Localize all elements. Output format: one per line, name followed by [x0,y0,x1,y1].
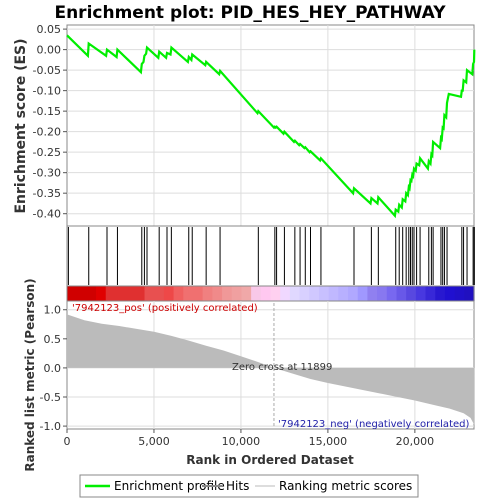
color-bar-segment [425,286,436,301]
color-bar-segment [464,286,475,301]
color-bar-segment [406,286,417,301]
color-bar-segment [231,286,243,301]
es-y-tick-label: -0.25 [33,146,61,159]
x-tick-label: 0 [64,435,71,448]
x-axis-label: Rank in Ordered Dataset [186,453,354,467]
color-bar-segment [338,286,349,301]
color-bar-segment [86,286,97,301]
color-bar-segment [134,286,146,301]
color-bar-segment [260,286,272,301]
color-bar-segment [280,286,291,301]
color-bar-segment [173,286,184,301]
es-y-tick-label: -0.40 [33,208,61,221]
color-bar-segment [183,286,194,301]
es-y-tick-label: -0.10 [33,85,61,98]
es-y-ticks: 0.05 0.00 -0.05 -0.10 -0.15 -0.20 -0.25 -0.30 -0… [33,23,67,221]
color-bar-segment [309,286,320,301]
color-bar-segment [377,286,388,301]
legend-hits-label: Hits [226,479,249,493]
zero-cross-annotation: Zero cross at 11899 [232,362,332,373]
color-bar-segment [163,286,175,301]
color-bar-segment [318,286,330,301]
es-y-tick-label: -0.05 [33,64,61,77]
color-bar-segment [192,286,204,301]
chart-title: Enrichment plot: PID_HES_HEY_PATHWAY [54,3,446,23]
color-bar-segment [125,286,136,301]
color-bar-segment [367,286,378,301]
color-bar-segment [105,286,117,301]
rank-color-bar [67,286,475,301]
color-bar-segment [222,286,233,301]
hits-plot-area [66,225,475,287]
color-bar-segment [251,286,262,301]
color-bar-segment [212,286,223,301]
metric-y-tick-label: -0.5 [40,391,61,404]
color-bar-segment [241,286,252,301]
color-bar-segment [289,286,301,301]
color-bar-segment [115,286,126,301]
positive-annotation: '7942123_pos' (positively correlated) [72,303,258,314]
color-bar-segment [444,286,456,301]
color-bar-segment [144,286,155,301]
x-tick-label: 15,000 [309,435,348,448]
x-axis-ticks: 0 5,000 10,000 15,000 20,000 [64,429,435,448]
hits-marks [67,227,475,285]
legend-box [79,474,419,498]
legend-enrichment-label: Enrichment profile [114,479,225,493]
metric-y-ticks: 1.0 0.5 0.0 -0.5 -1.0 [40,304,67,433]
es-y-axis-label: Enrichment score (ES) [13,38,29,213]
legend-metric-label: Ranking metric scores [279,479,412,493]
color-bar-segment [270,286,281,301]
metric-y-tick-label: 0.5 [44,333,62,346]
x-tick-label: 20,000 [396,435,435,448]
es-y-tick-label: -0.35 [33,187,61,200]
es-y-tick-label: 0.05 [37,23,62,36]
es-gridlines [67,25,474,226]
color-bar-segment [357,286,369,301]
color-bar-segment [454,286,465,301]
color-bar-segment [386,286,398,301]
metric-y-tick-label: 1.0 [44,304,62,317]
metric-y-tick-label: 0.0 [44,362,62,375]
color-bar-segment [154,286,165,301]
metric-y-axis-label: Ranked list metric (Pearson) [23,278,37,471]
color-bar-segment [202,286,213,301]
x-tick-label: 5,000 [138,435,170,448]
metric-y-tick-label: -1.0 [40,420,61,433]
es-y-tick-label: -0.15 [33,105,61,118]
color-bar-segment [348,286,359,301]
color-bar-segment [67,286,78,301]
negative-annotation: '7942123_neg' (negatively correlated) [278,419,469,430]
x-tick-label: 10,000 [222,435,261,448]
es-y-tick-label: -0.20 [33,126,61,139]
color-bar-segment [76,286,87,301]
color-bar-segment [415,286,427,301]
color-bar-segment [96,286,107,301]
enrichment-profile-line [66,34,476,219]
es-y-tick-label: 0.00 [37,44,62,57]
es-y-tick-label: -0.30 [33,167,61,180]
color-bar-segment [435,286,446,301]
ranked-metric-area [67,314,475,425]
color-bar-segment [328,286,339,301]
color-bar-segment [299,286,310,301]
color-bar-segment [396,286,407,301]
